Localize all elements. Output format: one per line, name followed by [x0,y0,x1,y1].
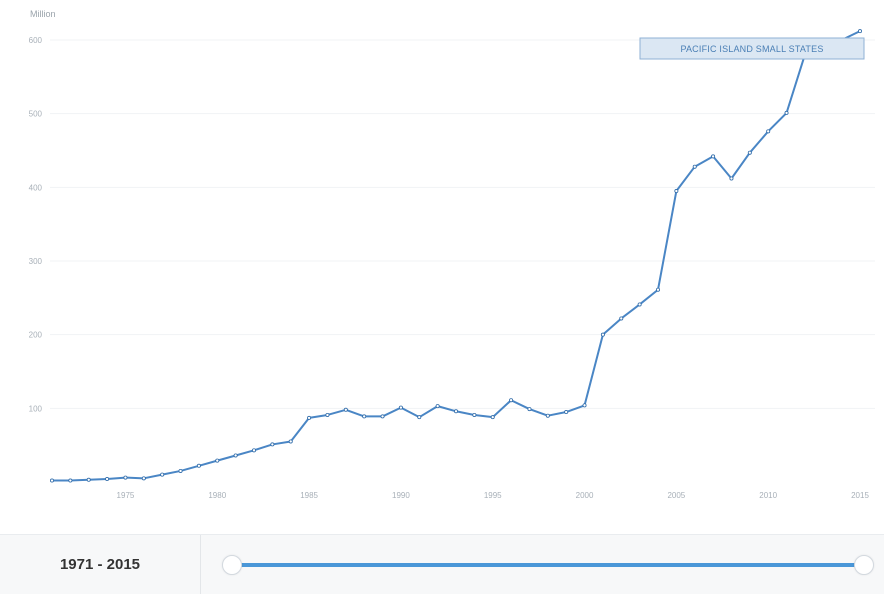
series-layer [50,29,863,483]
y-unit-label: Million [30,9,56,19]
year-range-label: 1971 - 2015 [0,535,201,594]
data-point[interactable] [472,412,477,417]
x-tick-label: 1990 [392,491,410,500]
x-tick-label: 1975 [117,491,135,500]
y-tick-labels: 100 200 300 400 500 600 [29,36,43,413]
data-point[interactable] [251,448,256,453]
time-range-footer: 1971 - 2015 [0,534,884,594]
data-point[interactable] [674,189,679,194]
data-point[interactable] [582,403,587,408]
grid-layer [50,39,875,409]
x-tick-label: 1980 [208,491,226,500]
data-point[interactable] [417,415,422,420]
data-point[interactable] [160,472,165,477]
slider-start-handle[interactable] [222,555,242,575]
x-tick-label: 1995 [484,491,502,500]
legend[interactable]: PACIFIC ISLAND SMALL STATES [639,37,865,60]
x-tick-labels: 1975 1980 1985 1990 1995 2000 2005 2010 2015 [117,491,870,500]
data-point[interactable] [509,398,514,403]
y-tick-label: 600 [29,36,43,45]
data-point[interactable] [362,414,367,419]
data-point[interactable] [656,287,661,292]
legend-series-label[interactable]: PACIFIC ISLAND SMALL STATES [680,44,823,54]
x-tick-label: 2015 [851,491,869,500]
x-tick-label: 2005 [667,491,685,500]
y-tick-label: 100 [29,404,43,413]
data-point[interactable] [692,164,697,169]
data-point[interactable] [747,150,752,155]
data-point[interactable] [50,478,55,483]
x-tick-label: 2000 [576,491,594,500]
data-point[interactable] [233,453,238,458]
data-point[interactable] [729,176,734,181]
data-point[interactable] [123,475,128,480]
data-point[interactable] [196,463,201,468]
data-point[interactable] [600,332,605,337]
data-point[interactable] [490,415,495,420]
x-tick-label: 2010 [759,491,777,500]
data-point[interactable] [637,302,642,307]
data-point[interactable] [380,414,385,419]
data-point[interactable] [398,405,403,410]
y-tick-label: 300 [29,257,43,266]
data-point[interactable] [766,129,771,134]
data-point[interactable] [619,316,624,321]
data-point[interactable] [307,415,312,420]
y-tick-label: 500 [29,110,43,119]
data-point[interactable] [784,110,789,115]
data-point[interactable] [527,407,532,412]
data-point[interactable] [288,439,293,444]
data-point[interactable] [86,477,91,482]
slider-track[interactable] [234,563,862,567]
slider-end-handle[interactable] [854,555,874,575]
data-point[interactable] [68,478,73,483]
data-point[interactable] [270,442,275,447]
data-point[interactable] [343,407,348,412]
chart-area: Million 100 200 300 400 500 600 1975 1980 1985 1… [29,9,875,500]
y-tick-label: 200 [29,331,43,340]
data-point[interactable] [105,477,110,482]
data-point[interactable] [711,154,716,159]
x-tick-label: 1985 [300,491,318,500]
data-point[interactable] [564,410,569,415]
legend-box[interactable] [639,37,865,60]
data-point[interactable] [178,468,183,473]
data-point[interactable] [215,458,220,463]
data-point[interactable] [325,412,330,417]
data-point[interactable] [545,413,550,418]
y-tick-label: 400 [29,183,43,192]
data-point[interactable] [435,404,440,409]
data-point[interactable] [141,476,146,481]
year-range-slider[interactable] [222,555,874,575]
data-point[interactable] [858,29,863,34]
data-point[interactable] [453,409,458,414]
